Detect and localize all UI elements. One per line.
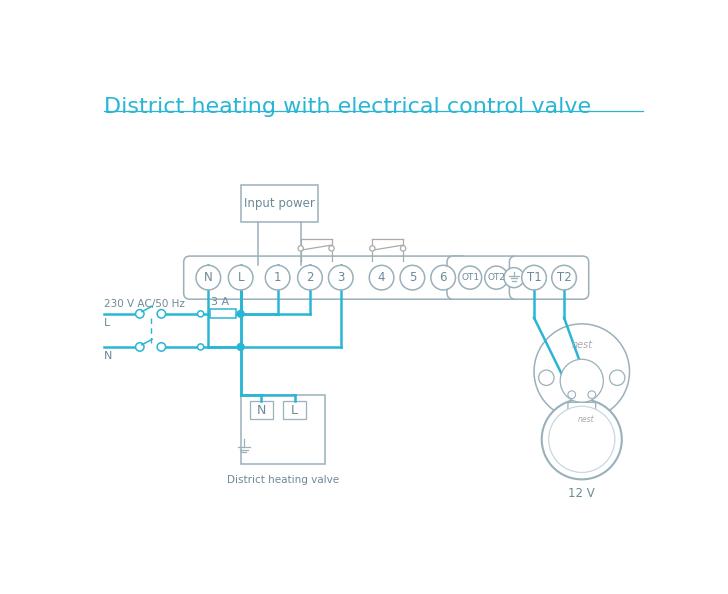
Circle shape xyxy=(400,266,424,290)
FancyBboxPatch shape xyxy=(283,401,306,419)
Circle shape xyxy=(157,309,165,318)
Circle shape xyxy=(400,246,405,251)
Circle shape xyxy=(135,309,144,318)
FancyBboxPatch shape xyxy=(241,394,325,464)
Circle shape xyxy=(534,324,630,419)
Text: 3 A: 3 A xyxy=(211,298,229,307)
FancyBboxPatch shape xyxy=(568,402,596,419)
Text: T2: T2 xyxy=(557,271,571,284)
FancyBboxPatch shape xyxy=(510,256,589,299)
Circle shape xyxy=(196,266,221,290)
Circle shape xyxy=(522,266,546,290)
Text: T1: T1 xyxy=(526,271,542,284)
Circle shape xyxy=(328,266,353,290)
Circle shape xyxy=(588,391,596,399)
Text: 6: 6 xyxy=(440,271,447,284)
Circle shape xyxy=(552,266,577,290)
Circle shape xyxy=(539,370,554,386)
Text: 2: 2 xyxy=(306,271,314,284)
Text: N: N xyxy=(257,403,266,416)
Text: OT1: OT1 xyxy=(461,273,479,282)
Circle shape xyxy=(298,246,304,251)
Text: 4: 4 xyxy=(378,271,385,284)
Circle shape xyxy=(135,343,144,351)
Text: nest: nest xyxy=(577,415,594,424)
FancyBboxPatch shape xyxy=(250,401,273,419)
Circle shape xyxy=(237,310,244,317)
Circle shape xyxy=(459,266,482,289)
FancyBboxPatch shape xyxy=(210,309,236,318)
Text: OT2: OT2 xyxy=(487,273,505,282)
Circle shape xyxy=(431,266,456,290)
Text: nest: nest xyxy=(571,340,593,350)
Circle shape xyxy=(237,343,244,350)
Circle shape xyxy=(504,268,524,287)
Text: 230 V AC/50 Hz: 230 V AC/50 Hz xyxy=(103,299,184,309)
Circle shape xyxy=(561,359,604,402)
Text: Input power: Input power xyxy=(244,197,314,210)
Text: 1: 1 xyxy=(274,271,281,284)
Circle shape xyxy=(568,391,576,399)
Circle shape xyxy=(542,399,622,479)
Text: L: L xyxy=(291,403,298,416)
Circle shape xyxy=(265,266,290,290)
Circle shape xyxy=(485,266,508,289)
Circle shape xyxy=(329,246,334,251)
Text: 3: 3 xyxy=(337,271,344,284)
Text: District heating valve: District heating valve xyxy=(227,475,339,485)
Text: L: L xyxy=(103,318,110,328)
Circle shape xyxy=(298,266,323,290)
Text: 12 V: 12 V xyxy=(569,487,596,500)
Circle shape xyxy=(609,370,625,386)
Circle shape xyxy=(157,343,165,351)
Text: N: N xyxy=(204,271,213,284)
FancyBboxPatch shape xyxy=(183,256,468,299)
Text: N: N xyxy=(103,351,112,361)
Circle shape xyxy=(197,344,204,350)
Text: L: L xyxy=(237,271,244,284)
FancyBboxPatch shape xyxy=(241,185,317,222)
Circle shape xyxy=(197,311,204,317)
FancyBboxPatch shape xyxy=(447,256,519,299)
Circle shape xyxy=(229,266,253,290)
Circle shape xyxy=(549,406,615,472)
Circle shape xyxy=(369,266,394,290)
Text: District heating with electrical control valve: District heating with electrical control… xyxy=(103,97,590,118)
Text: 5: 5 xyxy=(408,271,416,284)
Circle shape xyxy=(370,246,375,251)
